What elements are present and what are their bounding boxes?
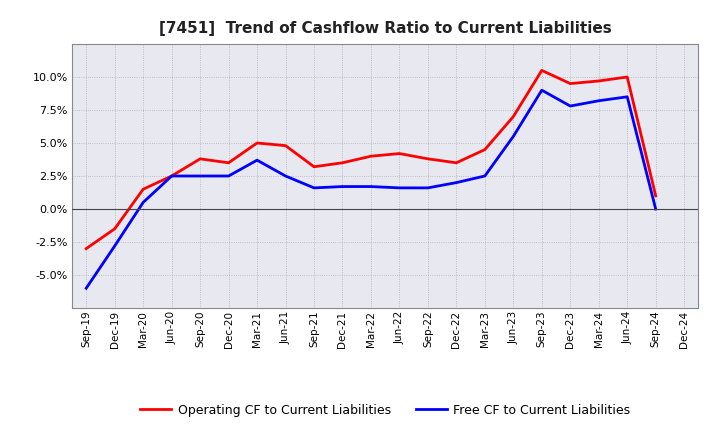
Line: Free CF to Current Liabilities: Free CF to Current Liabilities (86, 90, 656, 288)
Operating CF to Current Liabilities (452, 160, 461, 165)
Operating CF to Current Liabilities (480, 147, 489, 152)
Free CF to Current Liabilities (253, 158, 261, 163)
Free CF to Current Liabilities (167, 173, 176, 179)
Free CF to Current Liabilities (139, 200, 148, 205)
Free CF to Current Liabilities (623, 94, 631, 99)
Operating CF to Current Liabilities (623, 74, 631, 80)
Free CF to Current Liabilities (395, 185, 404, 191)
Operating CF to Current Liabilities (196, 156, 204, 161)
Operating CF to Current Liabilities (652, 193, 660, 198)
Operating CF to Current Liabilities (423, 156, 432, 161)
Operating CF to Current Liabilities (395, 151, 404, 156)
Operating CF to Current Liabilities (282, 143, 290, 148)
Operating CF to Current Liabilities (310, 164, 318, 169)
Operating CF to Current Liabilities (82, 246, 91, 251)
Free CF to Current Liabilities (110, 243, 119, 249)
Free CF to Current Liabilities (225, 173, 233, 179)
Free CF to Current Liabilities (566, 103, 575, 109)
Free CF to Current Liabilities (82, 286, 91, 291)
Free CF to Current Liabilities (366, 184, 375, 189)
Free CF to Current Liabilities (282, 173, 290, 179)
Operating CF to Current Liabilities (509, 114, 518, 119)
Free CF to Current Liabilities (537, 88, 546, 93)
Operating CF to Current Liabilities (338, 160, 347, 165)
Free CF to Current Liabilities (196, 173, 204, 179)
Free CF to Current Liabilities (338, 184, 347, 189)
Operating CF to Current Liabilities (537, 68, 546, 73)
Operating CF to Current Liabilities (366, 154, 375, 159)
Legend: Operating CF to Current Liabilities, Free CF to Current Liabilities: Operating CF to Current Liabilities, Fre… (135, 399, 635, 422)
Operating CF to Current Liabilities (225, 160, 233, 165)
Operating CF to Current Liabilities (595, 78, 603, 84)
Operating CF to Current Liabilities (167, 173, 176, 179)
Free CF to Current Liabilities (509, 134, 518, 139)
Operating CF to Current Liabilities (566, 81, 575, 86)
Free CF to Current Liabilities (310, 185, 318, 191)
Line: Operating CF to Current Liabilities: Operating CF to Current Liabilities (86, 70, 656, 249)
Operating CF to Current Liabilities (253, 140, 261, 146)
Free CF to Current Liabilities (595, 98, 603, 103)
Title: [7451]  Trend of Cashflow Ratio to Current Liabilities: [7451] Trend of Cashflow Ratio to Curren… (159, 21, 611, 36)
Free CF to Current Liabilities (480, 173, 489, 179)
Operating CF to Current Liabilities (110, 226, 119, 231)
Free CF to Current Liabilities (652, 206, 660, 212)
Free CF to Current Liabilities (452, 180, 461, 185)
Free CF to Current Liabilities (423, 185, 432, 191)
Operating CF to Current Liabilities (139, 187, 148, 192)
